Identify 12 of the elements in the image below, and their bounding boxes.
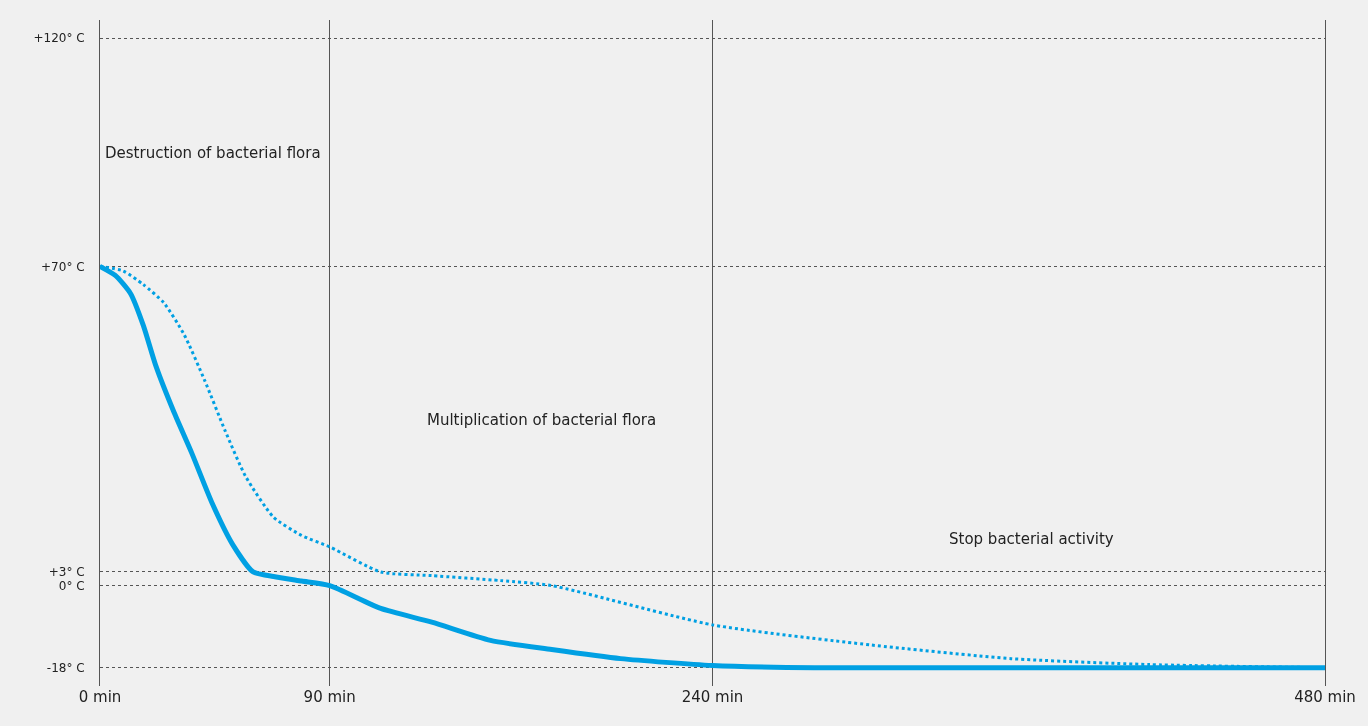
y-tick-label: 0° C bbox=[58, 578, 85, 593]
x-tick-label: 480 min bbox=[1294, 688, 1356, 706]
y-tick-label: +3° C bbox=[48, 565, 85, 580]
y-tick-label: -18° C bbox=[46, 660, 85, 675]
y-tick-label: +70° C bbox=[41, 259, 85, 274]
x-tick-label: 240 min bbox=[681, 688, 744, 706]
x-tick-label: 90 min bbox=[303, 688, 356, 706]
annotation: Stop bacterial activity bbox=[949, 530, 1114, 548]
x-tick-label: 0 min bbox=[78, 688, 122, 706]
annotation: Multiplication of bacterial flora bbox=[427, 411, 657, 429]
annotation: Destruction of bacterial flora bbox=[105, 144, 321, 162]
y-tick-label: +120° C bbox=[33, 31, 85, 46]
